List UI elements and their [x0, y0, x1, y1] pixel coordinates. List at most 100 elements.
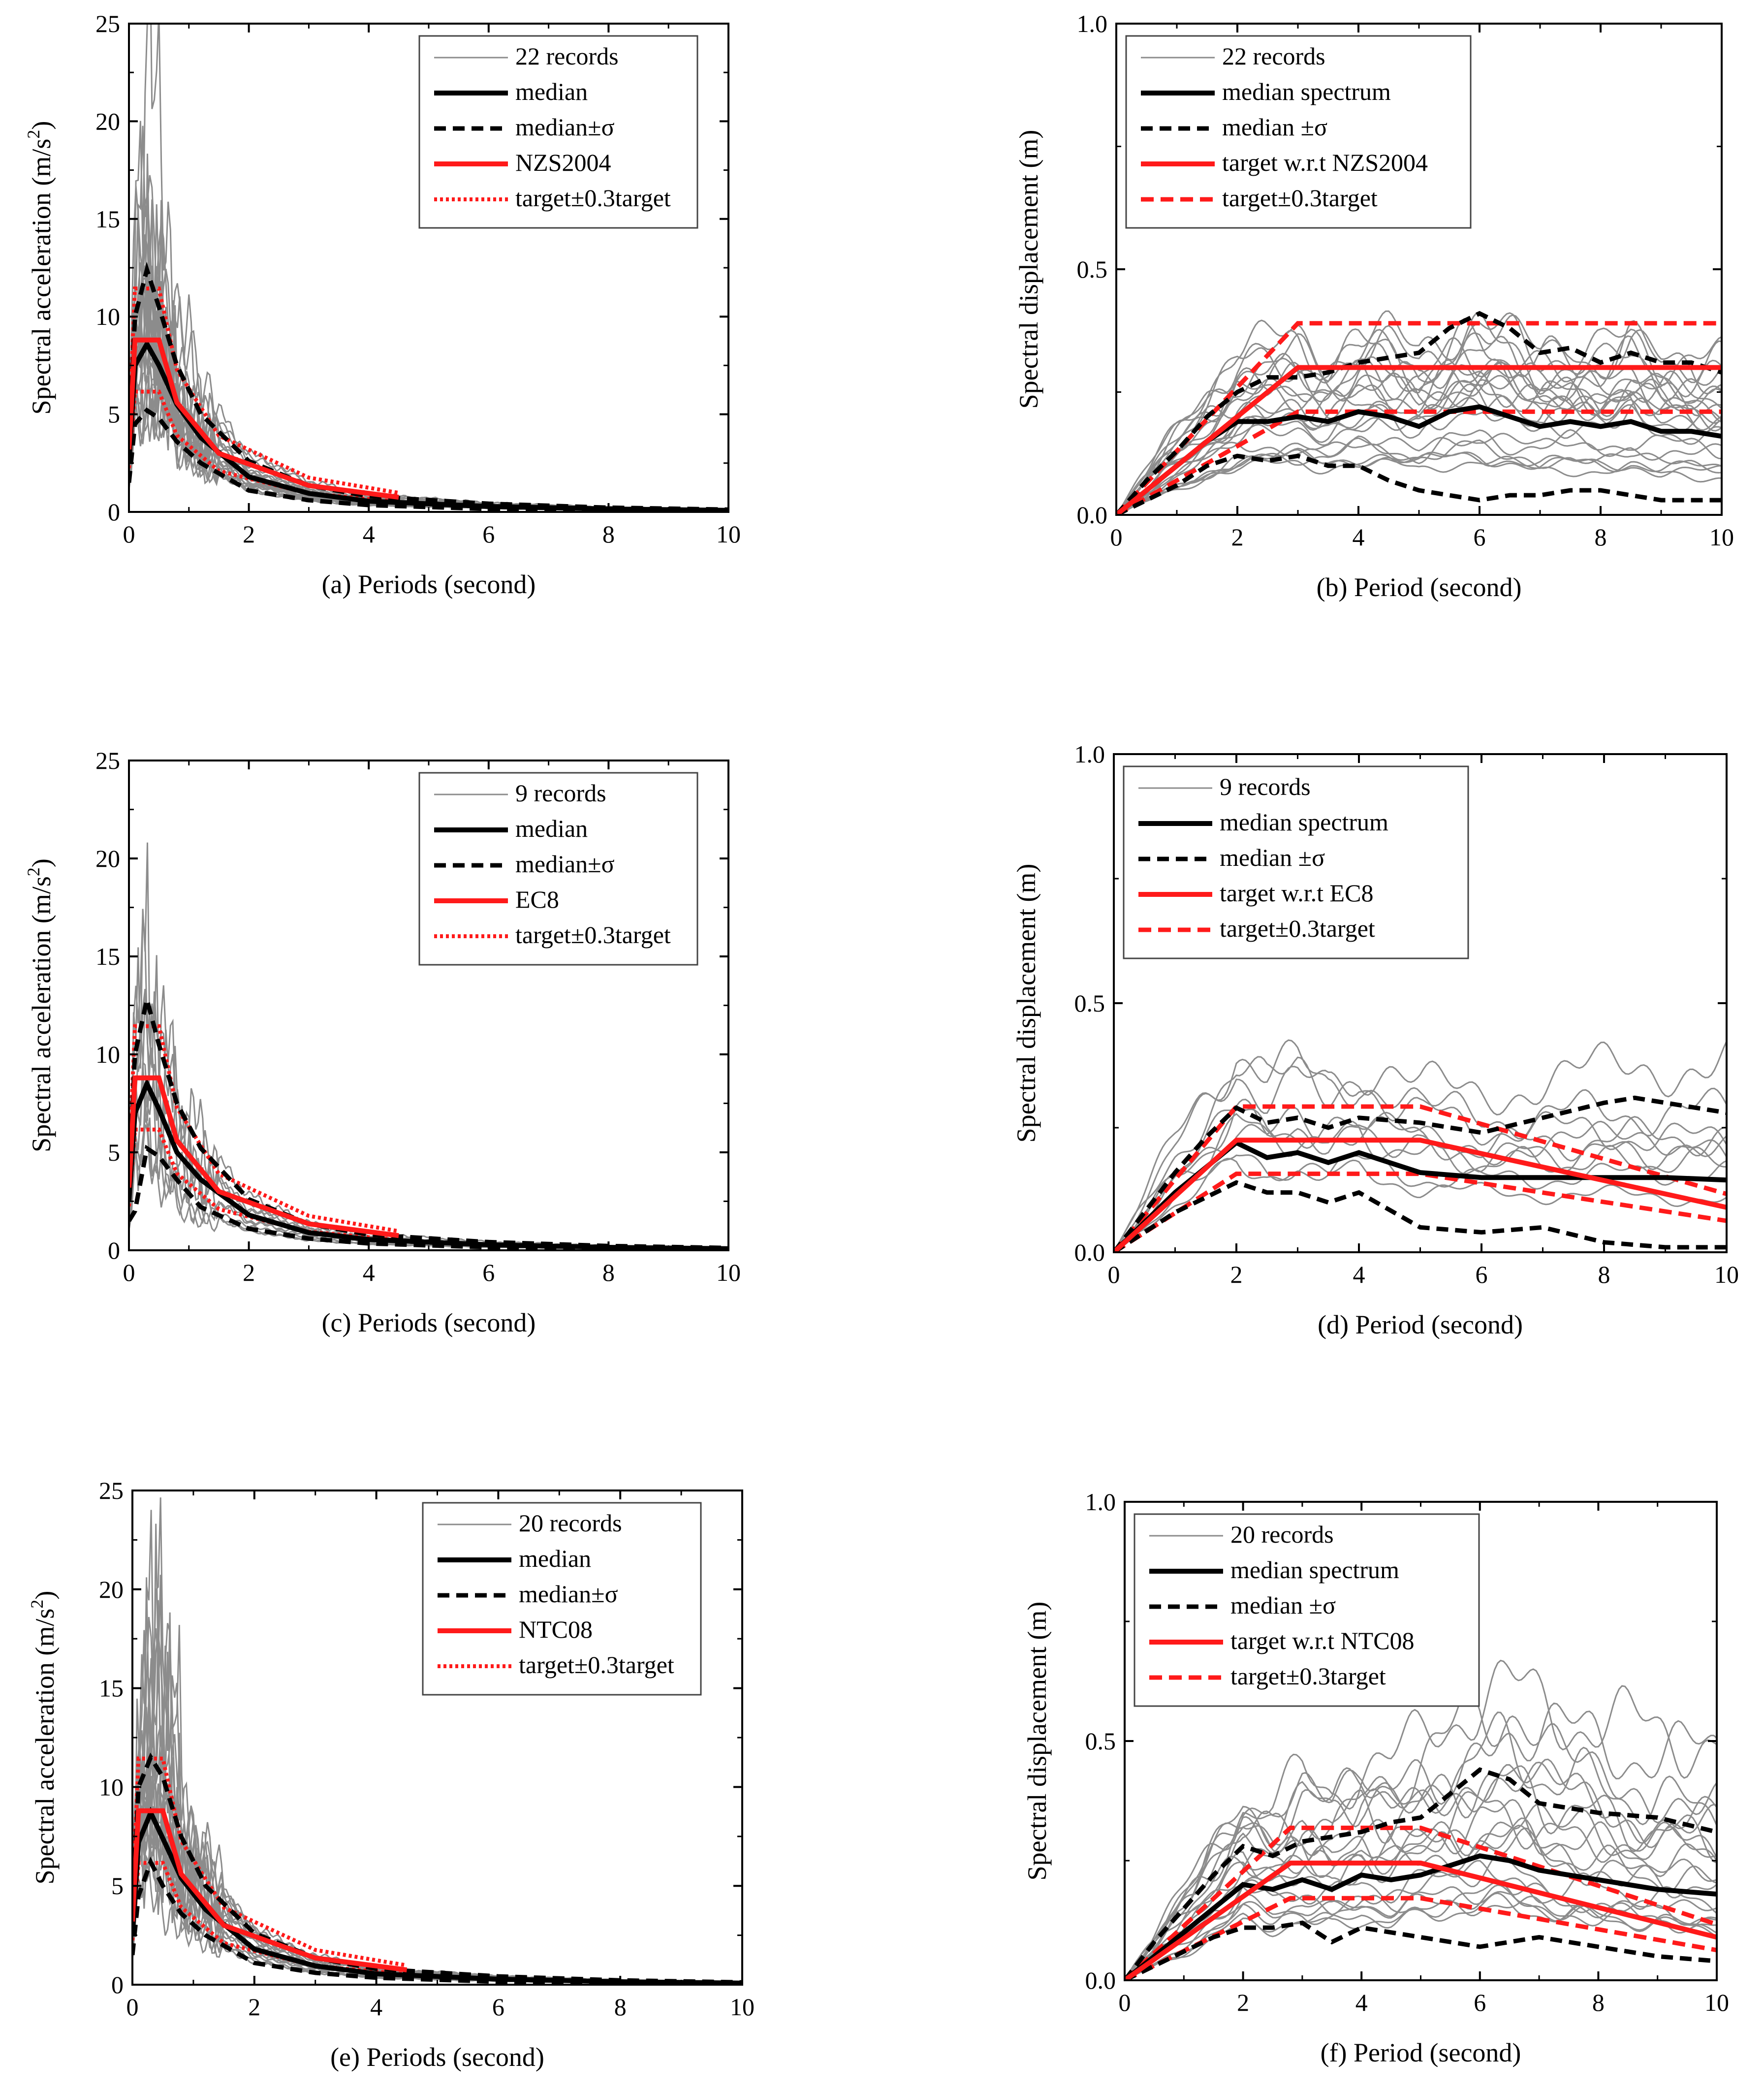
- legend-entry-label: target w.r.t NZS2004: [1222, 149, 1428, 176]
- legend-entry-label: median ±σ: [1222, 113, 1327, 141]
- record-line: [129, 312, 728, 512]
- legend-entry-label: median spectrum: [1220, 808, 1388, 836]
- y-axis-label: Spectral displacement (m): [1014, 130, 1043, 409]
- x-tick-label: 0: [123, 1259, 135, 1286]
- legend-entry-label: 20 records: [1230, 1521, 1334, 1548]
- target-line: [1125, 1860, 1717, 1980]
- x-tick-label: 8: [1598, 1261, 1610, 1288]
- y-tick-label: 1.0: [1074, 740, 1105, 768]
- y-axis-label-main: Spectral displacement (m): [1011, 864, 1041, 1143]
- legend-entry-label: target w.r.t EC8: [1220, 879, 1373, 907]
- x-tick-label: 2: [1237, 1989, 1249, 2016]
- x-tick-label: 6: [1476, 1261, 1488, 1288]
- legend-box: [1123, 765, 1469, 959]
- x-tick-label: 2: [243, 520, 255, 548]
- x-tick-label: 6: [1474, 523, 1486, 551]
- y-tick-label: 25: [99, 1477, 124, 1504]
- y-tick-label: 25: [95, 747, 120, 774]
- median-plus-sigma-line: [1116, 311, 1722, 515]
- x-tick-label: 8: [1595, 523, 1607, 551]
- x-tick-label: 10: [1714, 1261, 1739, 1288]
- record-line: [1125, 1817, 1717, 1980]
- y-axis-label-close: ): [27, 858, 56, 867]
- plot-area: [129, 24, 728, 512]
- y-tick-label: 0: [111, 1971, 124, 1998]
- chart-c: 0 2 4 6 8 10 0 5 10 15 20 25 (c) Periods (second) Spe…: [24, 747, 741, 1337]
- median-line: [1125, 1853, 1717, 1980]
- median-minus-sigma-line: [1125, 1920, 1717, 1980]
- x-tick-label: 4: [363, 1259, 375, 1286]
- median-plus-sigma-line: [129, 999, 728, 1250]
- y-axis-label-sup: 2: [27, 1600, 47, 1609]
- legend-entry-label: target±0.3target: [519, 1651, 674, 1679]
- record-line: [1125, 1824, 1717, 1980]
- record-line: [1114, 1154, 1727, 1252]
- y-tick-label: 0.5: [1077, 255, 1108, 283]
- x-tick-label: 6: [1474, 1989, 1486, 2016]
- record-line: [1116, 364, 1722, 515]
- y-tick-label: 20: [99, 1576, 124, 1603]
- x-tick-label: 4: [370, 1993, 382, 2021]
- y-tick-label: 5: [108, 1139, 120, 1166]
- y-tick-label: 20: [95, 845, 120, 872]
- y-tick-label: 0.0: [1077, 501, 1108, 529]
- y-tick-label: 15: [99, 1675, 124, 1702]
- y-axis-label-close: ): [27, 121, 56, 130]
- record-line: [129, 321, 728, 511]
- x-axis-caption: (b) Period (second): [1317, 572, 1522, 602]
- x-tick-label: 6: [492, 1993, 504, 2021]
- x-tick-label: 0: [1108, 1261, 1120, 1288]
- record-line: [1116, 335, 1722, 515]
- plot-area: [1125, 1659, 1717, 1980]
- legend-entry-label: 22 records: [1222, 42, 1325, 70]
- legend-entry-label: median±σ: [515, 850, 615, 878]
- y-tick-label: 5: [108, 401, 120, 428]
- chart-d: 0 2 4 6 8 10 0.0 0.5 1.0 (d) Period (second) Spect…: [1011, 740, 1739, 1339]
- record-line: [1114, 1041, 1727, 1252]
- y-axis-label: Spectral acceleration (m/s2): [24, 858, 56, 1152]
- median-line: [132, 1807, 742, 1985]
- record-line: [1116, 310, 1722, 515]
- legend-entry-label: median±σ: [515, 113, 615, 141]
- record-line: [1116, 312, 1722, 515]
- x-tick-label: 8: [614, 1993, 627, 2021]
- legend-entry-label: target±0.3target: [1230, 1662, 1386, 1690]
- y-tick-label: 0: [108, 498, 120, 526]
- record-line: [1125, 1884, 1717, 1980]
- target-line: [129, 1075, 399, 1238]
- legend-entry-label: target±0.3target: [515, 184, 671, 212]
- chart-a: 0 2 4 6 8 10 0 5 10 15 20 25 (a) Periods (second) Spe…: [24, 10, 741, 599]
- legend-box: [418, 772, 698, 966]
- x-axis-caption: (d) Period (second): [1318, 1310, 1523, 1339]
- median-line: [129, 339, 728, 512]
- record-line: [129, 1124, 728, 1250]
- x-tick-label: 4: [1355, 1989, 1368, 2016]
- record-line: [1114, 1113, 1727, 1252]
- target-line: [132, 1808, 408, 1972]
- median-minus-sigma-line: [1116, 453, 1722, 515]
- legend-entry-label: median: [519, 1545, 591, 1572]
- record-line: [1114, 1158, 1727, 1252]
- chart-f: 0 2 4 6 8 10 0.0 0.5 1.0 (f) Period (second) Spect…: [1022, 1488, 1729, 2067]
- y-tick-label: 0.5: [1074, 989, 1105, 1017]
- record-line: [1116, 447, 1722, 515]
- record-line: [1116, 352, 1722, 515]
- record-line: [132, 1775, 742, 1985]
- legend-entry-label: target w.r.t NTC08: [1230, 1627, 1415, 1654]
- y-tick-label: 0.5: [1085, 1727, 1116, 1755]
- record-line: [1116, 449, 1722, 515]
- y-axis-label: Spectral acceleration (m/s2): [27, 1591, 60, 1885]
- x-tick-label: 10: [716, 520, 741, 548]
- target-lower-line: [1116, 409, 1722, 515]
- record-line: [1125, 1765, 1717, 1980]
- record-line: [1116, 372, 1722, 515]
- x-tick-label: 4: [1353, 523, 1365, 551]
- legend-entry-label: median spectrum: [1222, 78, 1391, 105]
- record-line: [1125, 1715, 1717, 1980]
- target-upper-line: [132, 1756, 408, 1967]
- record-line: [1116, 357, 1722, 515]
- median-plus-sigma-line: [132, 1752, 742, 1985]
- y-tick-label: 0.0: [1085, 1966, 1116, 1994]
- y-tick-label: 0.0: [1074, 1238, 1105, 1266]
